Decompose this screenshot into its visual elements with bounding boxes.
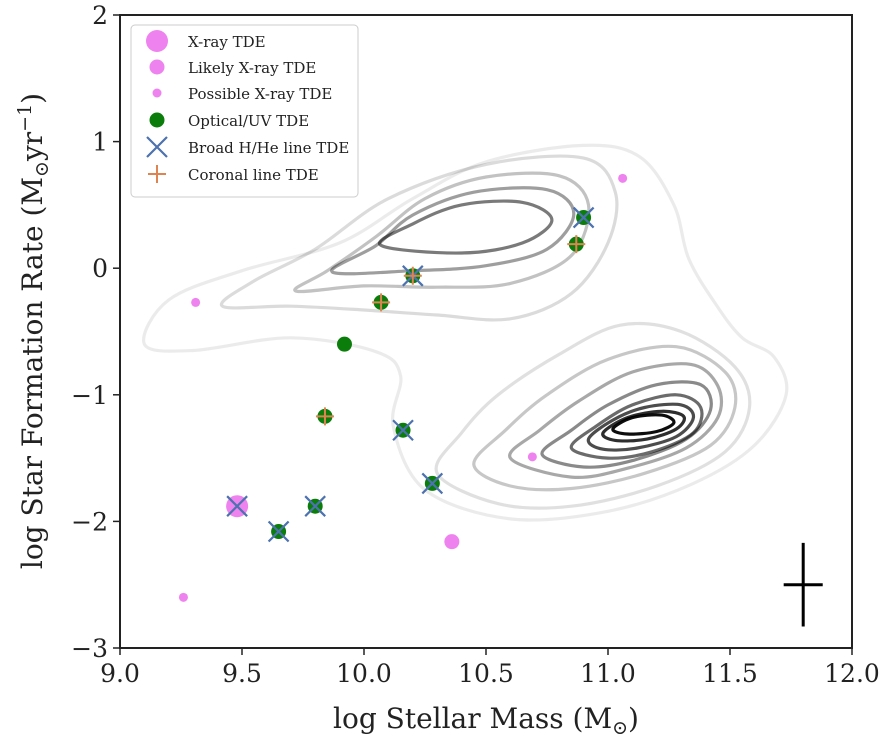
legend-markers (146, 30, 168, 183)
axis-ticks: 9.0 9.5 10.0 10.5 11.0 11.5 12.0 2 1 0 −1 −2 −3 (71, 1, 880, 688)
broad-line-tde-marker (572, 206, 595, 229)
x-axis-title: log Stellar Mass (M⊙) (333, 702, 639, 739)
coronal-line-tde-marker (403, 266, 422, 285)
x-tick-label: 10.0 (336, 659, 392, 688)
data-points-layer (178, 173, 628, 602)
x-tick-label: 9.5 (222, 659, 262, 688)
x-tick-label: 11.5 (702, 659, 758, 688)
legend-marker-coronal (148, 165, 166, 183)
density-contour-8 (540, 380, 713, 469)
legend-label-optical: Optical/UV TDE (188, 112, 309, 130)
legend-label-likely-xray: Likely X-ray TDE (188, 59, 316, 77)
xray-tde-point (178, 592, 188, 602)
coronal-line-tde-marker (567, 235, 586, 254)
density-contour-12 (611, 413, 676, 436)
x-tick-label: 12.0 (824, 659, 880, 688)
coronal-line-tde-marker (315, 407, 334, 426)
xray-tde-point (527, 452, 537, 462)
broad-line-tde-marker (226, 495, 248, 517)
y-axis-title-subscript: ⊙ (31, 161, 53, 177)
x-axis-title-close: ) (628, 702, 639, 735)
x-tick-label: 11.0 (580, 659, 636, 688)
optical-tde-point (336, 336, 352, 352)
legend-marker-xray (146, 30, 168, 52)
error-bar (783, 542, 823, 627)
density-contour-1 (219, 154, 619, 322)
density-contour-2 (293, 171, 591, 294)
legend-marker-optical (149, 112, 165, 128)
density-contour-5 (434, 321, 752, 510)
legend-label-possible-xray: Possible X-ray TDE (188, 85, 332, 103)
legend-marker-broad (146, 136, 168, 158)
contour-layer (142, 143, 789, 522)
x-axis-title-subscript: ⊙ (612, 717, 628, 739)
y-axis-title: log Star Formation Rate (M⊙yr−1) (14, 93, 53, 569)
legend-label-coronal: Coronal line TDE (188, 166, 319, 184)
y-tick-label: 0 (92, 254, 108, 283)
x-tick-label: 9.0 (100, 659, 140, 688)
legend: X-ray TDE Likely X-ray TDE Possible X-ra… (130, 24, 359, 198)
density-contour-6 (472, 344, 738, 492)
y-tick-label: −3 (71, 634, 108, 663)
x-tick-label: 10.5 (458, 659, 514, 688)
broad-line-tde-marker (421, 472, 444, 495)
density-contour-10 (586, 402, 696, 452)
y-axis-title-close: ) (16, 93, 49, 104)
legend-label-xray: X-ray TDE (188, 33, 266, 51)
xray-tde-point (444, 534, 460, 550)
y-tick-label: −2 (71, 507, 108, 536)
legend-marker-likely-xray (149, 59, 165, 75)
broad-line-tde-marker (267, 520, 290, 543)
legend-marker-possible-xray (152, 88, 162, 98)
legend-label-broad: Broad H/He line TDE (188, 139, 349, 157)
density-contour-0 (142, 143, 789, 522)
broad-line-tde-marker (392, 419, 414, 442)
legend-frame (130, 24, 359, 198)
broad-line-tde-marker (304, 495, 326, 517)
xray-tde-point (618, 173, 628, 183)
xray-tde-point (191, 297, 201, 307)
density-contour-3 (330, 186, 576, 276)
density-contour-4 (377, 199, 554, 255)
density-contour-7 (508, 362, 724, 480)
density-contour-9 (569, 393, 704, 460)
y-tick-label: 2 (92, 1, 108, 30)
y-axis-title-mid: yr (16, 131, 49, 162)
y-tick-label: 1 (92, 128, 108, 157)
y-tick-label: −1 (71, 381, 108, 410)
coronal-line-tde-marker (372, 293, 391, 312)
y-axis-title-superscript: −1 (14, 104, 36, 132)
